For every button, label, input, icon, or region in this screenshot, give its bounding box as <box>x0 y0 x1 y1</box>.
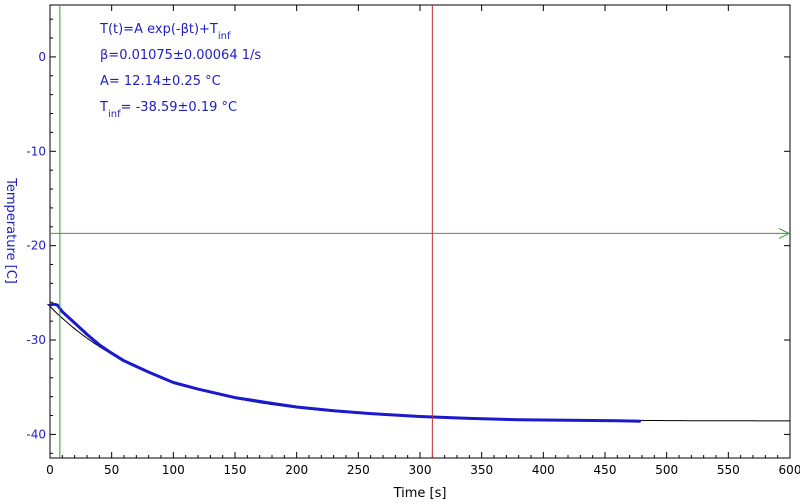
fit-layer <box>47 303 790 422</box>
x-tick-label-5: 250 <box>347 463 370 477</box>
y-axis-ticks: 0 -10 -20 -30 -40 <box>26 18 790 454</box>
y-tick-label-4: -40 <box>26 427 46 441</box>
x-tick-label-4: 200 <box>285 463 308 477</box>
fit-curve <box>47 303 790 422</box>
data-series-line-0 <box>48 302 641 423</box>
annotation-tinf-post: = -38.59±0.19 °C <box>121 100 237 115</box>
y-tick-label-1: -10 <box>26 144 46 158</box>
x-axis-label: Time [s] <box>393 486 447 501</box>
x-tick-label-2: 100 <box>162 463 185 477</box>
annotation-tinf-sub: inf <box>108 109 121 120</box>
x-tick-label-10: 500 <box>655 463 678 477</box>
marker-layer <box>50 5 791 458</box>
annotation-formula-main: T(t)=A exp(-βt)+T <box>99 22 218 37</box>
annotation-formula: T(t)=A exp(-βt)+Tinf <box>99 22 231 42</box>
x-tick-label-7: 350 <box>470 463 493 477</box>
y-tick-label-3: -30 <box>26 333 46 347</box>
arrow-right-icon <box>778 227 791 239</box>
x-tick-label-9: 450 <box>594 463 617 477</box>
annotation-tinf: Tinf= -38.59±0.19 °C <box>99 100 237 120</box>
x-axis-ticks: 0 50 100 150 200 250 300 350 400 450 500 550 600 <box>46 5 800 477</box>
plot-frame <box>49 4 791 459</box>
y-tick-label-2: -20 <box>26 239 46 253</box>
x-tick-label-12: 600 <box>779 463 800 477</box>
annotation-amplitude: A= 12.14±0.25 °C <box>100 74 221 89</box>
y-axis-label: Temperature [C] <box>3 177 18 284</box>
x-tick-label-3: 150 <box>224 463 247 477</box>
x-tick-label-11: 550 <box>717 463 740 477</box>
annotation-tinf-pre: T <box>99 100 108 115</box>
x-tick-label-0: 0 <box>46 463 54 477</box>
annotation-formula-sub: inf <box>218 31 231 42</box>
x-tick-label-8: 400 <box>532 463 555 477</box>
x-tick-label-6: 300 <box>409 463 432 477</box>
fit-annotation: T(t)=A exp(-βt)+Tinf β=0.01075±0.00064 1… <box>99 22 261 120</box>
annotation-beta: β=0.01075±0.00064 1/s <box>100 48 261 63</box>
x-tick-label-1: 50 <box>104 463 119 477</box>
series-layer <box>48 302 641 423</box>
y-tick-label-0: 0 <box>38 50 46 64</box>
